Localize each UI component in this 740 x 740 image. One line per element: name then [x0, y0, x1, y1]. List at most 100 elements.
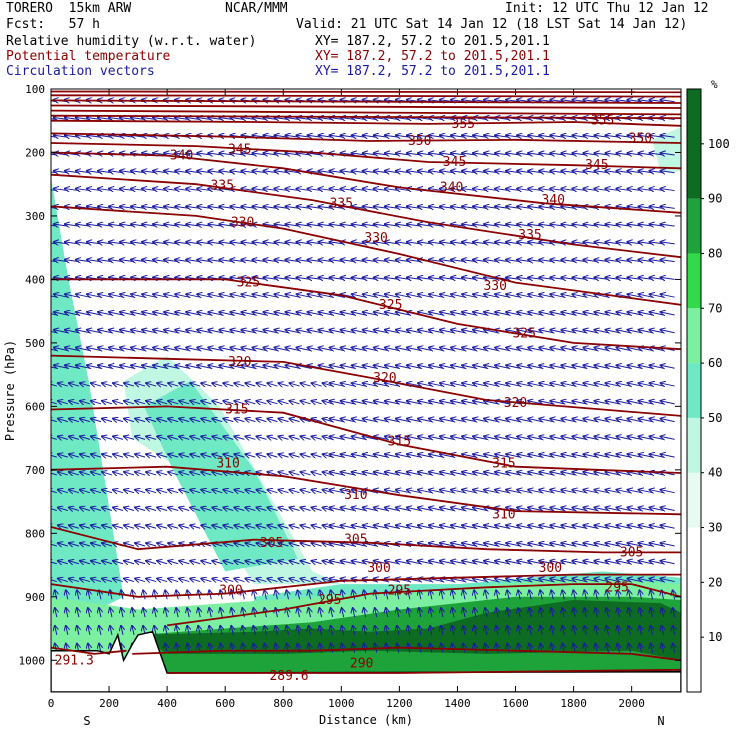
- theta-label: 325: [379, 298, 402, 313]
- circulation-vector: [146, 401, 157, 404]
- theta-label: 310: [216, 456, 239, 471]
- circulation-vector: [168, 383, 179, 386]
- y-tick-label: 800: [25, 527, 45, 540]
- theta-label: 340: [170, 149, 193, 164]
- theta-label: 295: [605, 580, 628, 595]
- circulation-vector: [256, 401, 267, 404]
- circulation-vector: [168, 401, 179, 404]
- circulation-vector: [290, 383, 300, 386]
- colorbar-tick-label: 60: [708, 356, 722, 370]
- theta-label: 355: [452, 117, 475, 132]
- theta-label: 295: [388, 583, 411, 598]
- field-theta: Potential temperature: [6, 49, 171, 64]
- theta-label: 310: [344, 488, 367, 503]
- circulation-vector: [80, 401, 91, 404]
- colorbar-swatch: [687, 308, 701, 364]
- colorbar-tick-label: 30: [708, 521, 722, 535]
- circulation-vector: [212, 383, 223, 386]
- theta-label: 325: [237, 276, 260, 291]
- south-label: S: [83, 714, 90, 728]
- y-tick-label: 700: [25, 464, 45, 477]
- circulation-vector: [661, 330, 675, 333]
- circulation-vector: [201, 401, 212, 404]
- colorbar-tick-label: 100: [708, 137, 730, 151]
- circulation-vector: [661, 100, 675, 102]
- x-tick-label: 200: [99, 697, 119, 710]
- colorbar-tick-label: 40: [708, 466, 722, 480]
- circulation-vector: [278, 383, 289, 386]
- valid-time: Valid: 21 UTC Sat 14 Jan 12 (18 LST Sat …: [296, 17, 688, 32]
- x-tick-label: 2000: [618, 697, 645, 710]
- theta-label: 305: [260, 536, 283, 551]
- xy-vectors: XY= 187.2, 57.2 to 201.5,201.1: [315, 64, 550, 79]
- x-tick-label: 1800: [560, 697, 587, 710]
- theta-label: 300: [539, 561, 562, 576]
- y-tick-label: 100: [25, 83, 45, 96]
- circulation-vector: [190, 383, 201, 386]
- circulation-vector: [661, 294, 675, 297]
- theta-label: 340: [440, 180, 463, 195]
- circulation-vector: [190, 401, 201, 404]
- theta-label: 325: [512, 326, 535, 341]
- circulation-vector: [91, 383, 102, 386]
- theta-label: 335: [330, 196, 353, 211]
- circulation-vector: [661, 206, 675, 208]
- y-tick-label: 500: [25, 337, 45, 350]
- x-tick-label: 1000: [328, 697, 355, 710]
- circulation-vector: [179, 383, 190, 386]
- x-tick-label: 400: [157, 697, 177, 710]
- center-label: NCAR/MMM: [225, 1, 288, 16]
- circulation-vector: [290, 401, 300, 404]
- colorbar-swatch: [687, 363, 701, 418]
- theta-label: 350: [629, 132, 652, 147]
- circulation-vector: [51, 383, 57, 386]
- theta-label: 335: [211, 178, 234, 193]
- field-vectors: Circulation vectors: [6, 64, 155, 79]
- circulation-vector: [124, 401, 135, 404]
- theta-label: 291.3: [55, 653, 94, 668]
- colorbar-tick-label: 70: [708, 301, 722, 315]
- theta-label: 335: [518, 228, 541, 243]
- circulation-vector: [256, 383, 267, 386]
- theta-label: 320: [504, 396, 527, 411]
- circulation-vector: [113, 401, 124, 404]
- theta-label: 330: [483, 279, 506, 294]
- circulation-vector: [245, 383, 256, 386]
- circulation-vector: [157, 383, 168, 386]
- theta-contour: [51, 90, 681, 94]
- x-tick-label: 0: [48, 697, 55, 710]
- theta-label: 330: [231, 215, 254, 230]
- circulation-vector: [69, 401, 80, 404]
- y-axis-label: Pressure (hPa): [3, 340, 17, 441]
- north-label: N: [657, 714, 664, 728]
- theta-label: 340: [542, 193, 565, 208]
- y-tick-label: 1000: [19, 654, 46, 667]
- circulation-vector: [157, 401, 168, 404]
- circulation-vector: [135, 401, 146, 404]
- colorbar-tick-label: 20: [708, 575, 722, 589]
- forecast-hour: Fcst: 57 h: [6, 17, 100, 32]
- field-rh: Relative humidity (w.r.t. water): [6, 34, 257, 49]
- x-axis-label: Distance (km): [319, 713, 413, 727]
- colorbar-unit: %: [711, 78, 718, 91]
- theta-label: 305: [620, 545, 643, 560]
- circulation-vector: [146, 383, 157, 386]
- colorbar-swatch: [687, 527, 701, 692]
- circulation-vector: [267, 401, 278, 404]
- theta-label: 320: [373, 371, 396, 386]
- circulation-vector: [102, 401, 113, 404]
- circulation-vector: [301, 383, 311, 386]
- circulation-vector: [661, 242, 675, 244]
- circulation-vector: [661, 153, 675, 155]
- y-tick-label: 200: [25, 146, 45, 159]
- init-time: Init: 12 UTC Thu 12 Jan 12: [505, 1, 709, 16]
- theta-label: 289.6: [269, 669, 308, 684]
- colorbar-tick-label: 90: [708, 192, 722, 206]
- circulation-vector: [69, 383, 80, 386]
- theta-label: 345: [228, 142, 251, 157]
- circulation-vector: [661, 189, 675, 191]
- colorbar-swatch: [687, 472, 701, 528]
- colorbar-swatch: [687, 198, 701, 254]
- circulation-vector: [278, 401, 289, 404]
